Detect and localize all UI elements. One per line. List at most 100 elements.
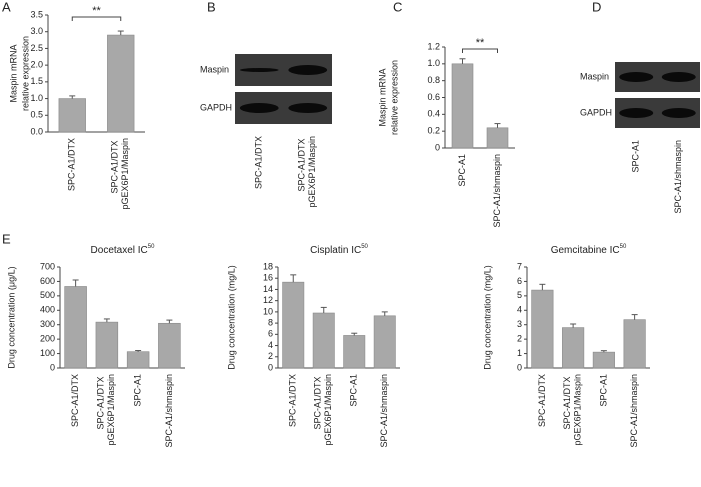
y-tick-label: 0.8 xyxy=(427,75,440,85)
x-tick-label: SPC-A1/DTX xyxy=(70,374,80,427)
error-bar xyxy=(69,95,76,99)
bar xyxy=(486,127,509,149)
bar xyxy=(343,335,366,369)
error-bar xyxy=(290,274,297,283)
y-tick-label: 0.2 xyxy=(427,126,440,136)
y-tick-label: 0.5 xyxy=(30,110,43,120)
x-tick-label: SPC-A1/DTX pGEX6P1/Maspin xyxy=(110,138,130,210)
error-bar xyxy=(570,323,577,328)
y-axis-label: relative expression xyxy=(20,36,30,111)
y-tick-label: 500 xyxy=(40,290,55,300)
x-tick-label: SPC-A1/shmaspin xyxy=(629,374,639,448)
y-tick-label: 14 xyxy=(263,284,273,294)
x-tick-label: SPC-A1/shmaspin xyxy=(492,154,502,228)
blot-row-label: Maspin xyxy=(200,64,229,74)
error-bar xyxy=(117,30,124,36)
y-tick-label: 1.0 xyxy=(427,58,440,68)
error-bar xyxy=(103,318,110,323)
title-sup: 50 xyxy=(361,244,368,250)
y-tick-label: 16 xyxy=(263,273,273,283)
bar xyxy=(312,312,335,369)
y-tick-label: 2.0 xyxy=(30,60,43,70)
y-tick-label: 700 xyxy=(40,261,55,271)
y-tick-label: 1.0 xyxy=(30,93,43,103)
panel-letter: B xyxy=(207,0,216,14)
y-tick-label: 7 xyxy=(517,261,522,271)
x-tick-label: SPC-A1/DTX pGEX6P1/Maspin xyxy=(562,374,582,446)
chart-title: Docetaxel IC50 xyxy=(91,244,156,256)
x-tick-label: SPC-A1/DTX pGEX6P1/Maspin xyxy=(96,374,116,446)
y-tick-label: 300 xyxy=(40,319,55,329)
error-bar xyxy=(539,283,546,291)
blot-band xyxy=(661,72,696,82)
error-bar xyxy=(320,306,327,314)
y-tick-label: 3.5 xyxy=(30,9,43,19)
title-text: Cisplatin IC xyxy=(310,245,361,256)
error-bar xyxy=(72,279,79,287)
y-tick-label: 2.5 xyxy=(30,43,43,53)
panel-letter: D xyxy=(592,0,601,14)
y-tick-label: 0.4 xyxy=(427,109,440,119)
x-tick-label: SPC-A1/DTX pGEX6P1/Maspin xyxy=(313,374,333,446)
bar xyxy=(107,34,135,133)
y-tick-label: 0 xyxy=(517,362,522,372)
blot-row-label: GAPDH xyxy=(200,102,232,112)
blot-band xyxy=(661,108,696,118)
bar xyxy=(451,63,474,149)
y-tick-label: 18 xyxy=(263,261,273,271)
blot-row-label: Maspin xyxy=(580,71,609,81)
blot-row-label: GAPDH xyxy=(580,107,612,117)
y-tick-label: 200 xyxy=(40,334,55,344)
x-tick-label: SPC-A1 xyxy=(133,374,143,407)
lane-label: SPC-A1/shmaspin xyxy=(673,140,683,214)
title-sup: 50 xyxy=(148,244,155,250)
chart-title: Cisplatin IC50 xyxy=(310,244,368,256)
x-tick-label: SPC-A1/shmaspin xyxy=(164,374,174,448)
y-tick-label: 2 xyxy=(517,334,522,344)
lane-label: SPC-A1/DTX xyxy=(254,136,264,189)
y-axis-label: relative expression xyxy=(389,60,399,135)
y-tick-label: 3 xyxy=(517,319,522,329)
y-tick-label: 0.0 xyxy=(30,126,43,136)
title-sup: 50 xyxy=(620,244,627,250)
x-tick-label: SPC-A1 xyxy=(349,374,359,407)
y-tick-label: 5 xyxy=(517,290,522,300)
bar xyxy=(126,351,150,369)
error-bar xyxy=(135,350,142,352)
y-axis-label: Maspin mRNA xyxy=(377,68,387,126)
x-tick-label: SPC-A1 xyxy=(457,154,467,187)
y-tick-label: 0 xyxy=(435,142,440,152)
y-axis-label: Drug concentration (mg/L) xyxy=(482,265,492,370)
blot-band xyxy=(288,65,328,75)
y-tick-label: 0 xyxy=(268,362,273,372)
y-tick-label: 0.6 xyxy=(427,92,440,102)
y-tick-label: 2 xyxy=(268,351,273,361)
error-bar xyxy=(631,314,638,320)
y-tick-label: 8 xyxy=(268,317,273,327)
y-axis-label: Drug concentration (mg/L) xyxy=(226,265,236,370)
y-tick-label: 0 xyxy=(50,362,55,372)
significance-label: ** xyxy=(92,5,101,17)
blot-band xyxy=(239,103,279,113)
significance-label: ** xyxy=(476,37,485,49)
blot-band xyxy=(619,108,654,118)
y-axis-label: Maspin mRNA xyxy=(8,44,18,102)
panel-letter: E xyxy=(2,231,11,246)
bar xyxy=(373,315,396,369)
bar xyxy=(58,98,86,133)
y-tick-label: 12 xyxy=(263,295,273,305)
y-tick-label: 1.5 xyxy=(30,76,43,86)
y-tick-label: 400 xyxy=(40,305,55,315)
title-text: Gemcitabine IC xyxy=(551,245,620,256)
y-tick-label: 1 xyxy=(517,348,522,358)
y-axis-label: Drug concentration (μg/L) xyxy=(6,266,16,368)
significance-bracket xyxy=(71,16,122,21)
y-tick-label: 6 xyxy=(517,276,522,286)
bar xyxy=(95,321,119,369)
bar xyxy=(282,281,305,369)
bar xyxy=(562,327,585,369)
bar xyxy=(531,289,554,369)
lane-label: SPC-A1 xyxy=(631,140,641,173)
y-tick-label: 10 xyxy=(263,306,273,316)
